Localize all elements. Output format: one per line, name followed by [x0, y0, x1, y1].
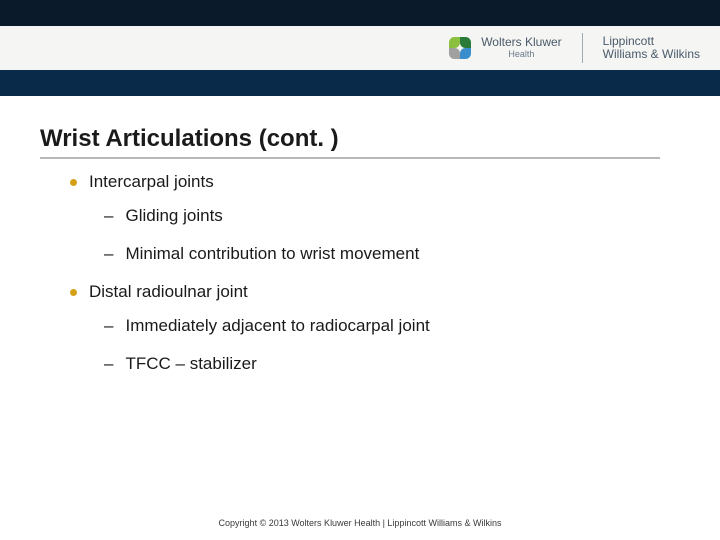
bullet-text: Minimal contribution to wrist movement — [125, 244, 419, 264]
list-item: – Minimal contribution to wrist movement — [104, 244, 670, 264]
bullet-text: Gliding joints — [125, 206, 222, 226]
brand1-sub: Health — [481, 50, 561, 60]
bullet-dot-icon — [70, 179, 77, 186]
bullet-dash-icon: – — [104, 206, 113, 226]
brand1-name: Wolters Kluwer — [481, 35, 561, 49]
bullet-text: Intercarpal joints — [89, 172, 214, 192]
header-band-bottom — [0, 70, 720, 96]
bullet-dash-icon: – — [104, 244, 113, 264]
copyright-footer: Copyright © 2013 Wolters Kluwer Health |… — [0, 518, 720, 528]
list-item: – Immediately adjacent to radiocarpal jo… — [104, 316, 670, 336]
brand1-text: Wolters Kluwer Health — [481, 36, 561, 59]
header-band: Wolters Kluwer Health Lippincott William… — [0, 0, 720, 96]
bullet-text: Immediately adjacent to radiocarpal join… — [125, 316, 429, 336]
bullet-text: Distal radioulnar joint — [89, 282, 248, 302]
wolters-kluwer-icon — [449, 37, 471, 59]
list-item: Distal radioulnar joint — [70, 282, 670, 302]
slide-content: Intercarpal joints – Gliding joints – Mi… — [70, 172, 670, 392]
slide-title: Wrist Articulations (cont. ) — [40, 125, 660, 159]
header-band-mid: Wolters Kluwer Health Lippincott William… — [0, 26, 720, 70]
brand2-line1: Lippincott — [603, 34, 654, 48]
brand2-text: Lippincott Williams & Wilkins — [603, 35, 700, 61]
bullet-dot-icon — [70, 289, 77, 296]
bullet-text: TFCC – stabilizer — [125, 354, 256, 374]
header-band-top — [0, 0, 720, 26]
bullet-dash-icon: – — [104, 354, 113, 374]
logo-block: Wolters Kluwer Health Lippincott William… — [449, 33, 700, 63]
brand2-line2: Williams & Wilkins — [603, 47, 700, 61]
logo-divider — [582, 33, 583, 63]
bullet-dash-icon: – — [104, 316, 113, 336]
list-item: Intercarpal joints — [70, 172, 670, 192]
list-item: – Gliding joints — [104, 206, 670, 226]
list-item: – TFCC – stabilizer — [104, 354, 670, 374]
